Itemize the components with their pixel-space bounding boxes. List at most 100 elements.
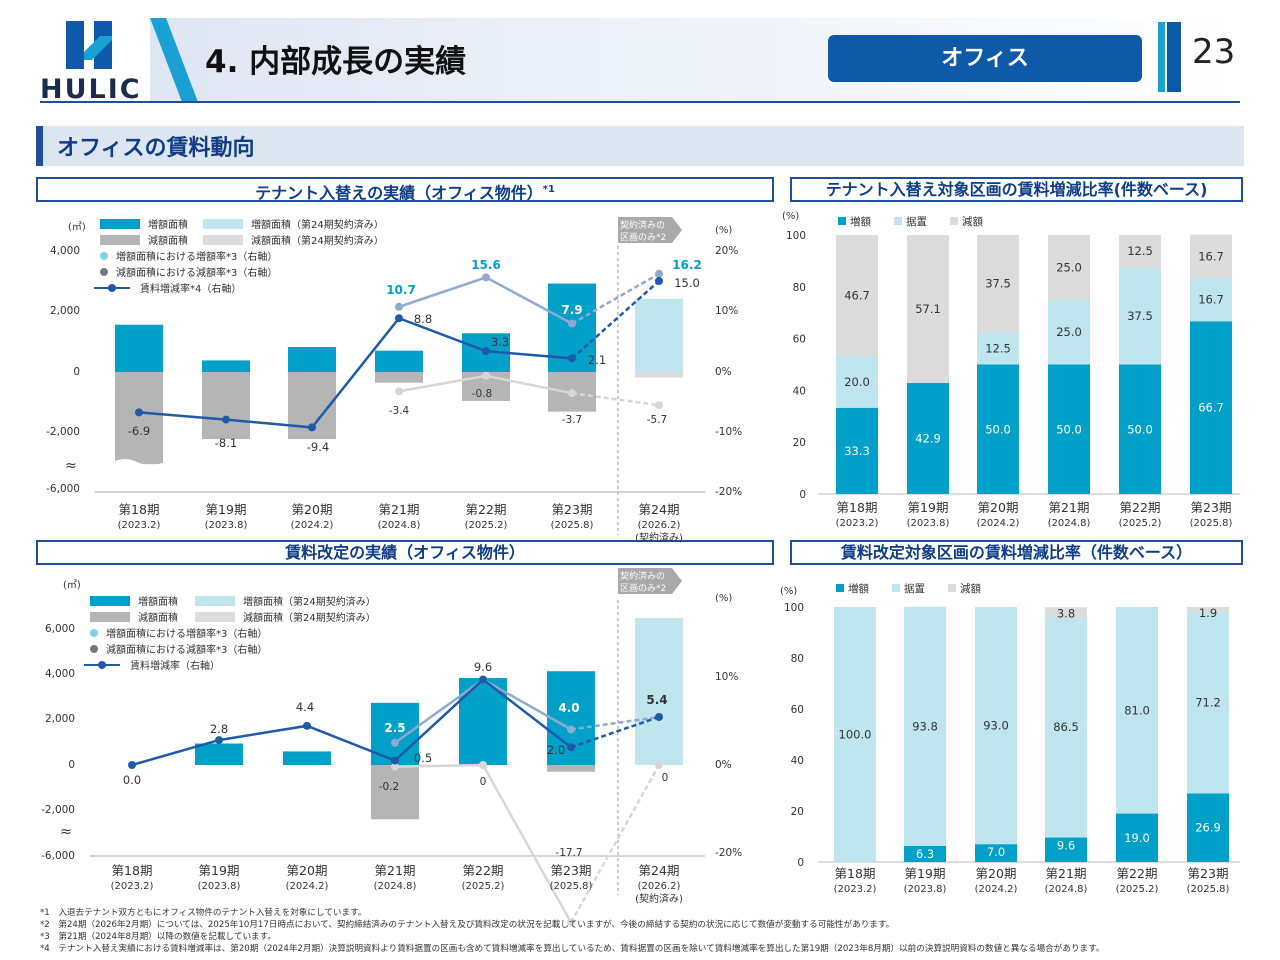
x-category-label: 第24期 — [639, 863, 680, 878]
y-right-unit: (%) — [715, 225, 732, 236]
y-left-tick: -2,000 — [41, 804, 75, 816]
stacked-bar-label: 1.9 — [1199, 606, 1217, 620]
stacked-bar-label: 19.0 — [1124, 831, 1150, 845]
x-category-label: 第22期 — [463, 863, 504, 878]
x-category-label: 第18期 — [837, 500, 878, 515]
increase-rate-point — [568, 319, 576, 328]
x-category-label: 第22期 — [1117, 866, 1158, 881]
y-left-tick: 0 — [73, 366, 80, 378]
stacked-bar-flat — [975, 607, 1017, 845]
subheader-accent — [36, 126, 43, 166]
x-category-label: 第21期 — [379, 502, 420, 517]
increase-rate-label: 7.9 — [561, 303, 582, 317]
x-category-date: (2026.2) — [638, 520, 681, 531]
rent-change-label: 2.0 — [547, 743, 565, 757]
x-category-date: (2024.8) — [1045, 884, 1088, 895]
stacked-bar-label: 66.7 — [1198, 401, 1224, 415]
legend-swatch — [950, 217, 958, 225]
y-left-unit: (㎡) — [63, 579, 81, 591]
legend-swatch-decrease — [90, 612, 130, 622]
stacked-bar-label: 33.3 — [844, 444, 870, 458]
y-right-tick: -10% — [715, 426, 742, 438]
x-category-date: (2025.2) — [1116, 884, 1159, 895]
x-category-date: (2025.2) — [465, 520, 508, 531]
contracted-callout-line1: 契約済みの — [620, 570, 665, 582]
footnote-2: *2 第24期（2026年2月期）については、2025年10月17日時点において… — [40, 920, 895, 930]
y-left-tick: -6,000 — [41, 850, 75, 862]
stacked-bar-flat — [1116, 607, 1158, 814]
legend-label: 減額面積における減額率*3（右軸） — [106, 643, 267, 656]
stacked-bar-label: 71.2 — [1195, 696, 1221, 710]
x-category-label: 第20期 — [976, 866, 1017, 881]
legend-label: 増額面積 — [138, 595, 178, 608]
x-category-label: 第23期 — [551, 863, 592, 878]
increase-rate-point — [395, 302, 403, 311]
panel-title-text: テナント入替えの実績（オフィス物件） — [255, 183, 543, 203]
legend-label: 減額面積における減額率*3（右軸） — [116, 266, 277, 279]
x-category-label: 第22期 — [1120, 500, 1161, 515]
legend-label: 増額 — [848, 582, 869, 595]
stacked-bar-increase — [1119, 364, 1161, 494]
rent-change-rate-point — [308, 423, 316, 432]
rent-change-rate-line-forecast — [571, 280, 660, 360]
rent-change-label: 4.4 — [296, 700, 314, 714]
increase-rate-point — [567, 725, 575, 734]
increase-rate-label: 10.7 — [386, 283, 416, 297]
x-category-label: 第19期 — [908, 500, 949, 515]
increase-area-bar — [635, 618, 683, 765]
increase-rate-point — [482, 273, 490, 282]
x-category-date: (2023.2) — [118, 520, 161, 531]
y-left-tick: 2,000 — [50, 305, 80, 317]
y-unit: (%) — [780, 586, 797, 597]
stacked-bar-flat — [1048, 299, 1090, 365]
hulic-logo: HULIC — [40, 18, 198, 102]
contracted-callout-line2: 区画のみ*2 — [620, 232, 666, 243]
x-category-label: 第23期 — [1191, 500, 1232, 515]
panel-title-text: 賃料改定の実績（オフィス物件） — [285, 543, 525, 562]
stacked-bar-label: 50.0 — [1056, 422, 1082, 436]
stacked-bar-increase — [907, 382, 949, 494]
increase-area-bar — [375, 350, 423, 372]
legend-label: 減額面積（第24期契約済み） — [251, 234, 384, 247]
decrease-area-bar — [375, 372, 423, 383]
y-tick: 40 — [791, 755, 804, 767]
stacked-bar-label: 37.5 — [1127, 309, 1153, 323]
x-category-date: (2024.2) — [291, 520, 334, 531]
x-category-date: (2025.8) — [550, 881, 593, 892]
legend-swatch — [894, 217, 902, 225]
x-category-date: (2024.2) — [975, 884, 1018, 895]
decrease-rate-label: 0 — [480, 776, 487, 788]
footnote-4: *4 テナント入替え実績における賃料増減率は、第20期（2024年2月期）決算説… — [40, 944, 1105, 954]
decrease-rate-label: -5.7 — [647, 414, 668, 426]
stacked-bar-flat — [1187, 611, 1229, 794]
increase-rate-label: 5.4 — [646, 693, 667, 707]
increase-area-bar — [635, 298, 683, 372]
decrease-rate-point — [568, 389, 576, 398]
stacked-bar-decrease — [1045, 607, 1087, 617]
page-num-accent — [1158, 22, 1165, 92]
stacked-bar-label: 42.9 — [915, 431, 941, 445]
y-right-tick: 10% — [715, 671, 738, 683]
decrease-area-bar — [371, 765, 419, 820]
y-right-tick: 20% — [715, 245, 738, 257]
stacked-bar-label: 7.0 — [987, 845, 1005, 859]
rent-change-rate-point — [395, 314, 403, 323]
y-right-tick: 10% — [715, 305, 738, 317]
stacked-bar-increase — [1048, 364, 1090, 494]
x-category-label: 第20期 — [287, 863, 328, 878]
x-category-label: 第22期 — [466, 502, 507, 517]
decrease-rate-label: 0 — [662, 772, 669, 784]
stacked-bar-label: 9.6 — [1057, 839, 1075, 853]
y-left-tick: -6,000 — [46, 483, 80, 495]
stacked-bar-decrease — [836, 235, 878, 356]
y-right-tick: -20% — [715, 486, 742, 498]
stacked-bar-label: 86.5 — [1053, 720, 1079, 734]
x-category-label: 第21期 — [375, 863, 416, 878]
panel-title-text: 賃料改定対象区画の賃料増減比率（件数ベース） — [840, 543, 1193, 562]
x-category-date: (2023.2) — [111, 881, 154, 892]
legend-marker-increase-rate — [90, 629, 98, 637]
decrease-rate-point — [655, 401, 663, 410]
y-tick: 80 — [793, 282, 806, 294]
y-tick: 20 — [793, 437, 806, 449]
y-left-tick: 6,000 — [45, 623, 75, 635]
